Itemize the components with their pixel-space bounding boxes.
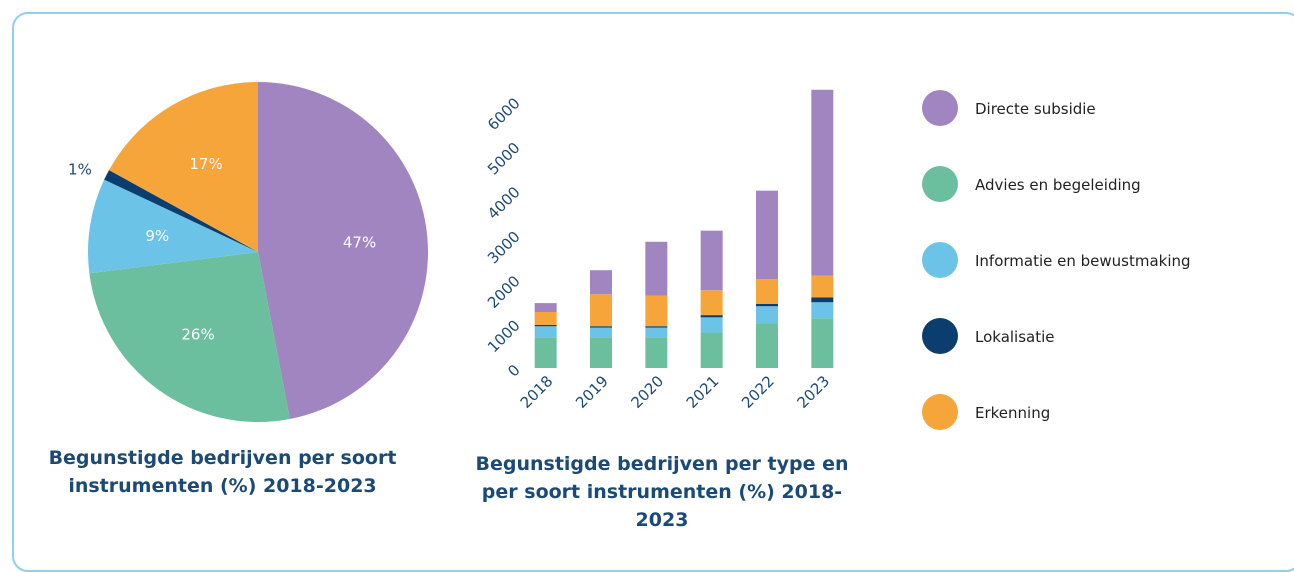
slice-label: 26%	[181, 326, 214, 344]
legend-label: Lokalisatie	[975, 328, 1055, 346]
bar-segment	[645, 241, 668, 296]
legend-label: Advies en begeleiding	[975, 176, 1141, 194]
bar-segment	[700, 315, 723, 318]
bar-segment	[645, 295, 668, 327]
x-tick-label: 2018	[517, 372, 557, 412]
bar-segment	[700, 230, 723, 291]
pie-slice	[258, 82, 428, 419]
x-tick-label: 2022	[738, 372, 778, 412]
slice-label: 47%	[343, 233, 376, 251]
x-tick-label: 2020	[627, 372, 667, 412]
bar-segment	[756, 279, 778, 304]
pie-slice	[89, 252, 290, 422]
bar-segment	[811, 318, 834, 368]
bar-segment	[534, 324, 557, 327]
x-tick-label: 2023	[793, 372, 833, 412]
slice-label: 17%	[189, 155, 222, 173]
y-tick-label: 6000	[484, 94, 524, 134]
pie-title: Begunstigde bedrijven per soort instrume…	[48, 447, 397, 497]
y-tick-label: 3000	[484, 228, 524, 268]
y-tick-label: 4000	[484, 183, 524, 223]
legend-label: Erkenning	[975, 404, 1050, 422]
legend-swatch	[922, 166, 958, 202]
bar-segment	[756, 306, 778, 324]
x-tick-label: 2021	[683, 372, 723, 412]
bar-segment	[590, 337, 612, 368]
pie-slice	[109, 82, 258, 252]
page: 47% 26% 9% 1% 17% 0 1000 2000 3000 4000 5000 6000 20…	[12, 12, 1294, 572]
legend-label: Directe subsidie	[975, 100, 1096, 118]
bar-segment	[700, 290, 723, 316]
pie-slice	[88, 179, 258, 274]
bar-segment	[534, 312, 557, 325]
bar-segment	[811, 89, 834, 276]
bar-segment	[590, 326, 612, 328]
bar-segment	[756, 304, 778, 307]
bar-segment	[700, 317, 723, 333]
bar-segment	[645, 327, 668, 338]
bar-segment	[534, 337, 557, 368]
slice-label: 9%	[145, 227, 169, 245]
bar-segment	[534, 326, 557, 338]
bar-segment	[590, 294, 612, 327]
legend-swatch	[922, 242, 958, 278]
bar-segment	[811, 297, 834, 303]
legend-swatch	[922, 394, 958, 430]
legend-label: Informatie en bewustmaking	[975, 252, 1191, 270]
y-tick-label: 5000	[484, 139, 524, 179]
bar-segment	[811, 302, 834, 319]
bar-segment	[645, 337, 668, 368]
y-tick-label: 2000	[484, 272, 524, 312]
y-tick-label: 1000	[484, 316, 524, 356]
y-tick-label: 0	[504, 361, 523, 380]
bar-segment	[811, 275, 834, 298]
legend-swatch	[922, 318, 958, 354]
pie-slice	[104, 170, 258, 252]
bar-title: Begunstigde bedrijven per type en per so…	[475, 453, 849, 531]
legend-swatch	[922, 90, 958, 126]
bar-segment	[645, 326, 668, 328]
bar-segment	[590, 270, 612, 295]
bar-segment	[534, 303, 557, 312]
x-tick-label: 2019	[572, 372, 612, 412]
bar-segment	[700, 332, 723, 368]
bar-segment	[756, 323, 778, 368]
bar-segment	[756, 190, 778, 280]
bar-segment	[590, 327, 612, 338]
slice-label: 1%	[68, 160, 92, 178]
